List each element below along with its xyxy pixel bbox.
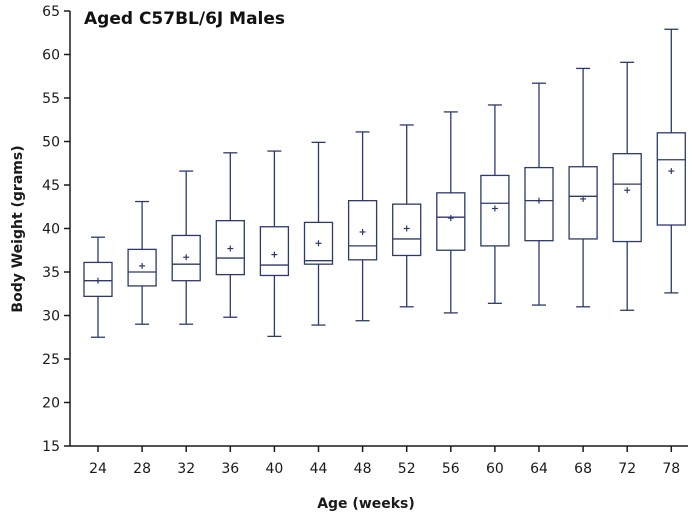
iqr-box [480, 174, 510, 247]
x-tick-label: 52 [398, 461, 416, 477]
box-72 [612, 61, 642, 311]
y-tick-label: 45 [42, 178, 60, 194]
iqr-box [392, 203, 422, 257]
x-tick-label: 24 [89, 461, 107, 477]
iqr-box [436, 192, 466, 251]
iqr-box [347, 200, 378, 261]
chart-title: Aged C57BL/6J Males [84, 9, 285, 29]
y-tick-label: 55 [42, 91, 60, 107]
x-tick-label: 60 [486, 461, 504, 477]
y-tick-label: 15 [42, 439, 60, 455]
box-28 [127, 200, 157, 325]
box-64 [524, 82, 554, 306]
y-axis-title: Body Weight (grams) [10, 145, 26, 312]
x-tick-label: 72 [618, 461, 636, 477]
x-tick-label: 48 [354, 461, 372, 477]
x-axis-title: Age (weeks) [317, 496, 415, 512]
y-tick-label: 35 [42, 265, 60, 281]
y-axis: 15 20 25 30 35 40 45 50 55 60 65 [42, 4, 71, 455]
y-tick-label: 40 [42, 222, 60, 238]
x-tick-label: 36 [221, 461, 239, 477]
iqr-box [303, 221, 334, 265]
x-tick-label: 64 [530, 461, 548, 477]
iqr-box [524, 166, 554, 242]
box-24 [83, 236, 113, 338]
iqr-box [259, 226, 290, 277]
box-36 [215, 152, 245, 318]
iqr-box [83, 261, 113, 298]
iqr-box [127, 248, 157, 287]
iqr-box [215, 220, 245, 276]
y-tick-label: 30 [42, 309, 60, 325]
y-tick-label: 50 [42, 135, 60, 151]
y-tick-label: 60 [42, 48, 60, 64]
x-axis: 24 28 32 36 40 44 48 52 56 60 64 68 72 78 [70, 445, 688, 477]
x-tick-label: 68 [574, 461, 592, 477]
x-tick-label: 40 [265, 461, 283, 477]
x-tick-label: 44 [310, 461, 328, 477]
box-56 [436, 111, 466, 314]
x-tick-label: 28 [133, 461, 151, 477]
y-tick-label: 25 [42, 352, 60, 368]
box-44 [303, 141, 334, 326]
x-tick-label: 78 [662, 461, 680, 477]
iqr-box [612, 153, 642, 243]
iqr-box [171, 234, 201, 282]
box-40 [259, 150, 290, 338]
box-48 [347, 131, 378, 322]
box-60 [480, 104, 510, 304]
box-52 [392, 124, 422, 308]
box-32 [171, 170, 201, 325]
plot-area [83, 28, 686, 338]
y-tick-label: 20 [42, 396, 60, 412]
box-68 [568, 67, 598, 308]
y-tick-label: 65 [42, 4, 60, 20]
box-78 [656, 28, 686, 294]
x-tick-label: 32 [177, 461, 195, 477]
iqr-box [656, 132, 686, 226]
iqr-box [568, 166, 598, 240]
x-tick-label: 56 [442, 461, 460, 477]
